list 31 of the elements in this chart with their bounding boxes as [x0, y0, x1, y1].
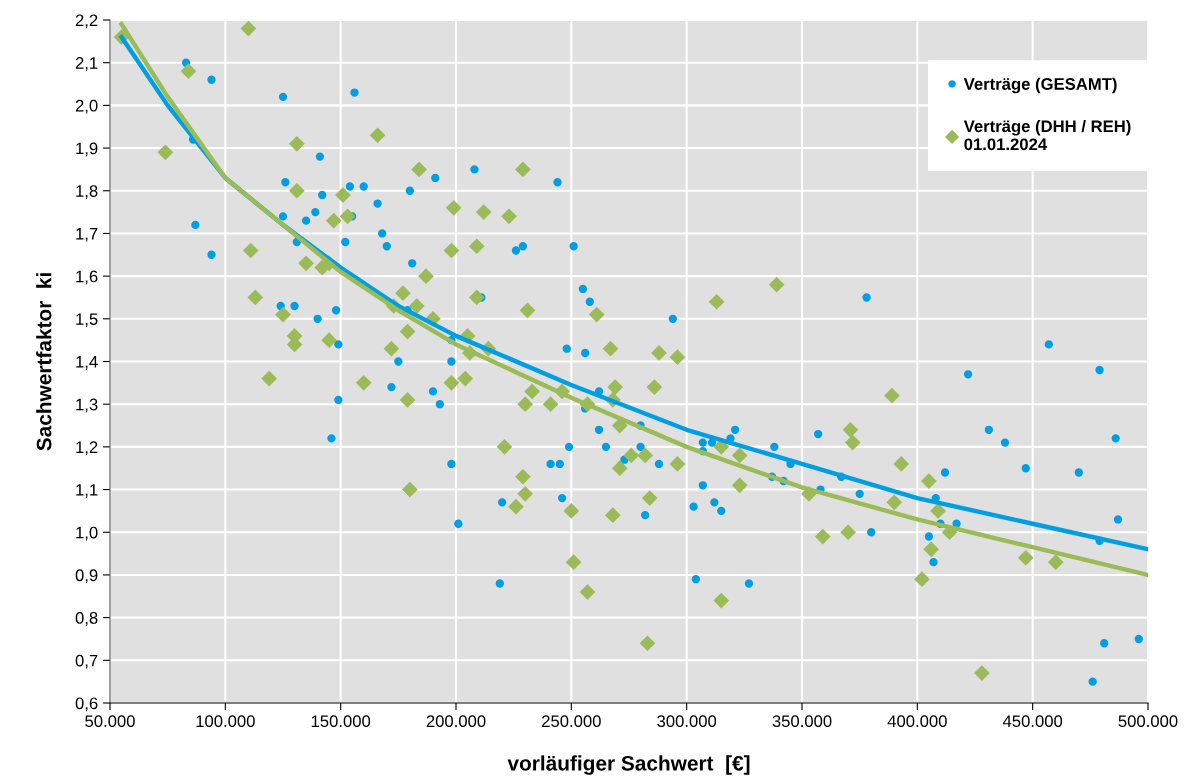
y-tick-label: 2,2	[75, 14, 98, 29]
y-tick-label: 0,7	[75, 654, 98, 669]
x-tick-label: 50.000	[85, 715, 135, 728]
y-tick-label: 1,1	[76, 484, 98, 498]
x-tick-label: 100.000	[196, 715, 255, 728]
y-tick-label: 1,4	[76, 356, 98, 370]
y-axis-title: Sachwertfaktor ki	[36, 273, 52, 451]
y-tick-label: 0,9	[75, 569, 98, 584]
y-tick-label: 2,1	[75, 57, 98, 71]
x-tick-label: 150.000	[311, 715, 371, 728]
y-tick-label: 1,3	[76, 398, 98, 413]
y-tick-label: 0,6	[75, 697, 98, 712]
y-tick-label: 2,0	[75, 99, 98, 114]
y-tick-label: 1,9	[76, 142, 98, 157]
x-tick-label: 300.000	[657, 715, 717, 728]
x-tick-label: 250.000	[542, 715, 601, 728]
y-tick-label: 1,0	[76, 526, 98, 541]
x-axis-title: vorläufiger Sachwert [€]	[507, 755, 750, 775]
x-tick-label: 200.000	[426, 715, 486, 728]
y-tick-label: 1,6	[76, 270, 98, 285]
y-tick-label: 1,7	[76, 228, 98, 242]
x-tick-label: 400.000	[887, 715, 947, 728]
x-tick-label: 350.000	[772, 715, 832, 728]
x-tick-label: 500.000	[1118, 715, 1178, 728]
y-tick-label: 0,8	[75, 612, 98, 626]
legend-label: Verträge (DHH / REH) 01.01.2024	[963, 119, 1131, 151]
y-tick-label: 1,2	[76, 441, 98, 456]
y-tick-label: 1,5	[76, 313, 98, 327]
y-tick-label: 1,8	[76, 185, 98, 199]
legend-label: Verträge (GESAMT)	[963, 77, 1117, 94]
x-tick-label: 450.000	[1002, 715, 1063, 728]
